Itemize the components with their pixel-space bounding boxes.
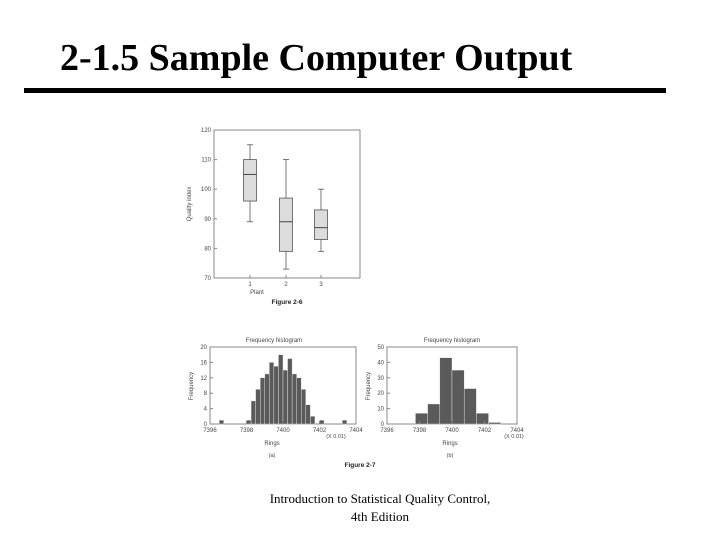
histogram-a-xtick-label: 7400 xyxy=(276,428,290,434)
histogram-a-bar xyxy=(273,366,279,425)
histogram-b-bar xyxy=(427,403,441,425)
histogram-a-bar xyxy=(291,373,297,425)
histogram-a-xlabel: Rings xyxy=(264,441,279,447)
histogram-a-xtick-label: 7404 xyxy=(349,428,363,434)
figure-2-7-caption: Figure 2-7 xyxy=(344,462,375,469)
histogram-a-bar xyxy=(250,400,256,425)
histogram-a-bar xyxy=(264,373,270,425)
slide-caption: Introduction to Statistical Quality Cont… xyxy=(240,490,520,526)
histogram-b-xunit: (X 0.01) xyxy=(504,434,524,440)
histogram-a-bar xyxy=(282,369,288,425)
figure-2-6-caption: Figure 2-6 xyxy=(271,299,302,306)
histogram-b-xtick-label: 7400 xyxy=(445,428,459,434)
histogram-a-ytick-label: 0 xyxy=(204,422,208,428)
histogram-b-sublabel: (b) xyxy=(447,453,454,459)
histogram-a-bar xyxy=(269,362,275,425)
histogram-a-xtick-label: 7402 xyxy=(313,428,327,434)
boxplot-xtick-label: 1 xyxy=(248,282,252,288)
histogram-a-bar xyxy=(296,377,302,425)
boxplot-ytick-label: 70 xyxy=(204,276,211,282)
histogram-b-xtick-label: 7402 xyxy=(478,428,492,434)
boxplot-box xyxy=(314,209,328,240)
histogram-b-xtick-label: 7404 xyxy=(510,428,524,434)
histogram-b-xtick-label: 7396 xyxy=(380,428,394,434)
histogram-b-ylabel: Frequency xyxy=(366,372,372,400)
histogram-a-bar xyxy=(259,377,265,425)
histogram-a-bar xyxy=(287,358,293,425)
histogram-a-ylabel: Frequency xyxy=(189,372,195,400)
histogram-b-xtick-label: 7398 xyxy=(413,428,427,434)
histogram-a-bar xyxy=(301,389,307,425)
histogram-b-ytick-label: 20 xyxy=(377,391,384,397)
histogram-b-ytick-label: 50 xyxy=(377,345,384,351)
histogram-b-bar xyxy=(415,413,428,425)
histogram-b-bar xyxy=(451,369,465,425)
histogram-a-bar xyxy=(319,419,325,425)
histogram-b: Frequency histogram 0 10 20 30 40 50 7396 7398… xyxy=(366,338,524,459)
slide-title: 2-1.5 Sample Computer Output xyxy=(60,37,573,79)
histogram-b-title: Frequency histogram xyxy=(424,338,480,344)
boxplot-xtick-label: 2 xyxy=(284,282,288,288)
boxplot-ylabel: Quality index xyxy=(187,187,193,222)
boxplot-xtick-label: 3 xyxy=(319,282,323,288)
histogram-a-bar xyxy=(255,389,261,425)
histogram-a-xunit: (X 0.01) xyxy=(326,434,346,440)
boxplot-ytick-label: 80 xyxy=(204,246,211,252)
histogram-a-ytick-label: 8 xyxy=(204,391,208,397)
histogram-a-bar xyxy=(218,419,224,425)
histogram-b-bar xyxy=(439,357,453,425)
histogram-a-bar xyxy=(278,354,284,425)
histogram-a-ytick-label: 4 xyxy=(204,407,208,413)
histogram-b-ytick-label: 30 xyxy=(377,376,384,382)
boxplot-box xyxy=(243,159,257,202)
histogram-b-bar xyxy=(463,388,477,425)
histogram-a-bar xyxy=(310,416,316,425)
histogram-a: Frequency histogram 0 4 8 12 16 20 7396 7398 74… xyxy=(189,338,363,459)
title-underline xyxy=(24,88,666,93)
histogram-b-ytick-label: 40 xyxy=(377,360,384,366)
boxplot-ytick-label: 120 xyxy=(201,128,212,134)
histogram-a-bar xyxy=(246,419,252,425)
boxplot-box xyxy=(279,197,293,252)
histogram-a-xtick-label: 7396 xyxy=(203,428,217,434)
histogram-b-bar xyxy=(476,413,489,425)
histogram-b-bar xyxy=(488,422,501,425)
boxplot-frame xyxy=(213,129,361,279)
caption-line-1: Introduction to Statistical Quality Cont… xyxy=(269,491,491,506)
histogram-a-title: Frequency histogram xyxy=(246,338,302,344)
histogram-a-ytick-label: 16 xyxy=(200,360,207,366)
histogram-a-ytick-label: 20 xyxy=(200,345,207,351)
caption-line-2: 4th Edition xyxy=(350,509,410,524)
boxplot-ytick-label: 110 xyxy=(201,158,211,164)
histogram-a-bar xyxy=(305,404,311,425)
histogram-b-xlabel: Rings xyxy=(442,441,457,447)
histogram-a-sublabel: (a) xyxy=(269,453,276,459)
histogram-a-bar xyxy=(342,419,348,425)
histogram-b-ytick-label: 10 xyxy=(377,407,384,413)
histogram-a-ytick-label: 12 xyxy=(200,376,207,382)
histogram-a-xtick-label: 7398 xyxy=(240,428,254,434)
histogram-b-ytick-label: 0 xyxy=(381,422,385,428)
boxplot-ytick-label: 90 xyxy=(204,217,211,223)
boxplot-xlabel: Plant xyxy=(250,290,264,296)
boxplot-ytick-label: 100 xyxy=(201,187,212,193)
